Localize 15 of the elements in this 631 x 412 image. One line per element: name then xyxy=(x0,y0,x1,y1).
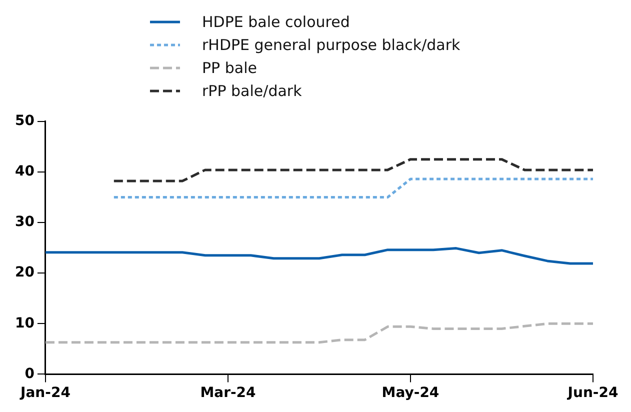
legend-label: HDPE bale coloured xyxy=(202,12,350,30)
y-tick-label: 10 xyxy=(15,315,35,332)
y-tick-label: 20 xyxy=(15,264,35,281)
y-tick-label: 0 xyxy=(24,366,35,382)
x-tick-label: Jun-24 xyxy=(566,385,618,402)
line-series xyxy=(44,322,594,344)
y-tick-label: 50 xyxy=(15,113,35,130)
x-tick-label: May-24 xyxy=(382,385,440,402)
x-tick-label: Mar-24 xyxy=(200,385,256,402)
y-tick-label: 40 xyxy=(15,164,35,180)
legend-label: rPP bale/dark xyxy=(202,82,302,100)
legend-label: rHDPE general purpose black/dark xyxy=(202,36,460,54)
legend-label: PP bale xyxy=(202,58,257,76)
x-tick-label: Jan-24 xyxy=(20,385,71,402)
y-tick-label: 30 xyxy=(15,214,35,230)
